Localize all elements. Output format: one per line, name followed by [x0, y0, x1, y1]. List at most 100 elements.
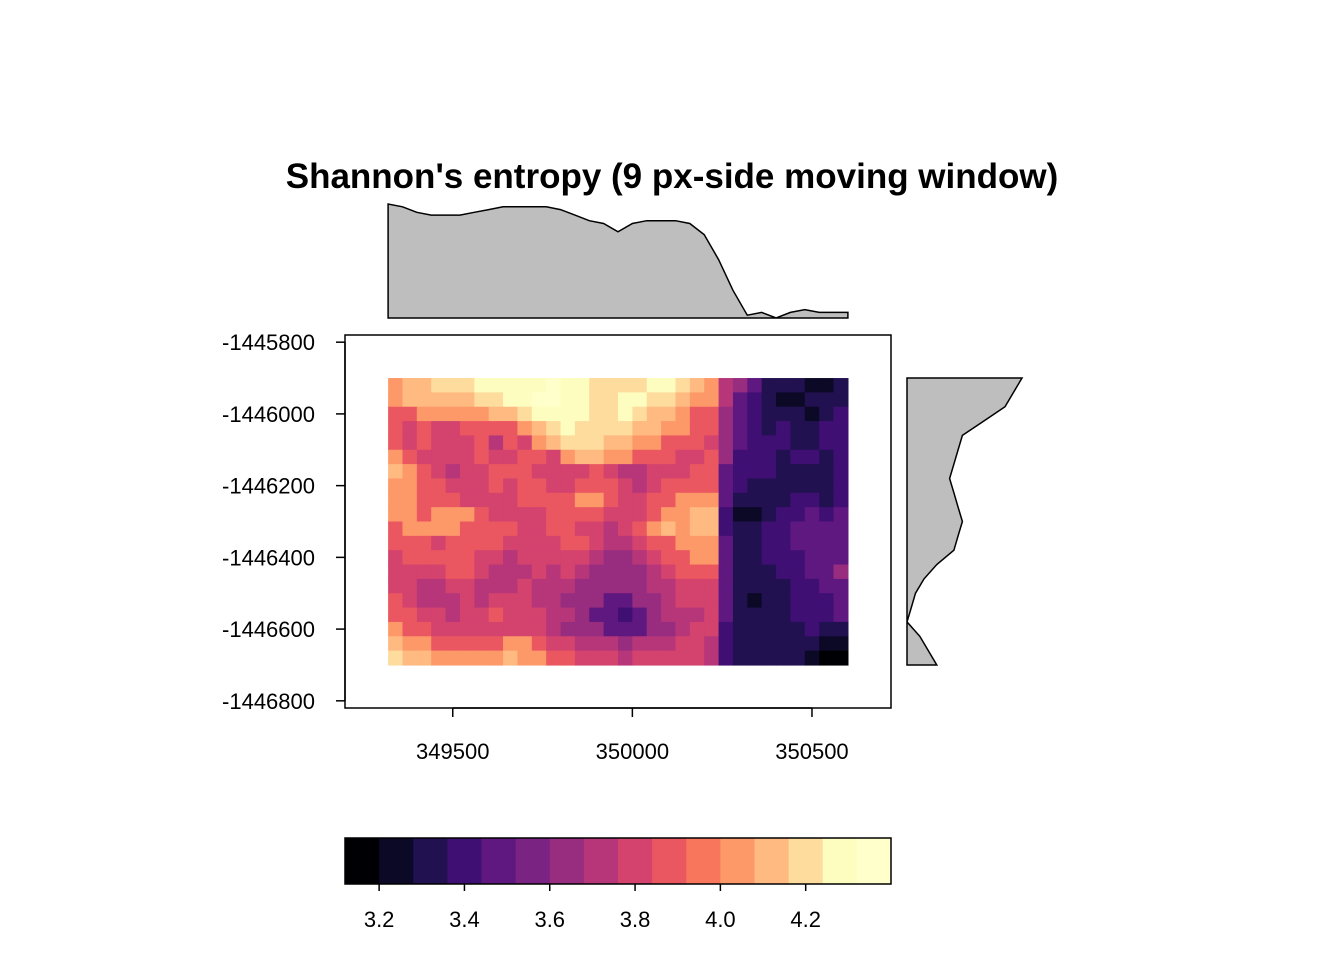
raster-cell	[445, 492, 461, 508]
raster-cell	[459, 607, 475, 623]
raster-cell	[574, 464, 590, 480]
raster-cell	[833, 406, 849, 422]
raster-cell	[402, 521, 418, 537]
raster-cell	[661, 593, 677, 609]
raster-cell	[503, 421, 519, 437]
raster-cell	[646, 621, 662, 637]
raster-cell	[776, 564, 792, 580]
raster-cell	[747, 392, 763, 408]
raster-cell	[718, 478, 734, 494]
raster-cell	[431, 478, 447, 494]
raster-cell	[459, 621, 475, 637]
raster-cell	[661, 521, 677, 537]
raster-cell	[646, 535, 662, 551]
raster-cell	[646, 478, 662, 494]
raster-cell	[589, 564, 605, 580]
legend-swatch	[856, 838, 892, 884]
raster-cell	[747, 478, 763, 494]
raster-cell	[675, 535, 691, 551]
raster-cell	[503, 621, 519, 637]
raster-cell	[747, 507, 763, 523]
raster-cell	[833, 464, 849, 480]
raster-cell	[603, 406, 619, 422]
raster-cell	[517, 650, 533, 666]
raster-cell	[445, 435, 461, 451]
raster-cell	[431, 378, 447, 393]
raster-cell	[402, 464, 418, 480]
raster-cell	[790, 392, 806, 408]
raster-cell	[603, 535, 619, 551]
raster-cell	[689, 478, 705, 494]
raster-cell	[804, 607, 820, 623]
legend-swatch	[754, 838, 790, 884]
raster-cell	[574, 578, 590, 594]
raster-cell	[445, 378, 461, 393]
raster-cell	[632, 392, 648, 408]
raster-cell	[646, 564, 662, 580]
raster-cell	[747, 593, 763, 609]
raster-cell	[431, 564, 447, 580]
raster-cell	[661, 650, 677, 666]
raster-cell	[718, 650, 734, 666]
raster-cell	[531, 578, 547, 594]
raster-cell	[445, 521, 461, 537]
raster-cell	[747, 449, 763, 465]
raster-cell	[819, 406, 835, 422]
raster-cell	[445, 564, 461, 580]
raster-cell	[689, 406, 705, 422]
legend-tick-label: 3.8	[620, 907, 651, 932]
raster-cell	[718, 521, 734, 537]
raster-cell	[790, 636, 806, 652]
raster-cell	[732, 464, 748, 480]
raster-cell	[431, 521, 447, 537]
raster-cell	[776, 535, 792, 551]
raster-cell	[589, 406, 605, 422]
raster-cell	[776, 507, 792, 523]
raster-cell	[761, 406, 777, 422]
raster-cell	[732, 435, 748, 451]
raster-cell	[761, 636, 777, 652]
raster-cell	[833, 478, 849, 494]
legend-tick-label: 3.2	[364, 907, 395, 932]
raster-cell	[402, 578, 418, 594]
y-tick-label: -1446000	[222, 402, 315, 427]
raster-cell	[603, 478, 619, 494]
raster-cell	[546, 449, 562, 465]
raster-cell	[675, 449, 691, 465]
raster-cell	[488, 435, 504, 451]
raster-cell	[632, 421, 648, 437]
raster-cell	[517, 564, 533, 580]
raster-cell	[445, 464, 461, 480]
raster-cell	[776, 435, 792, 451]
right-marginal-area	[906, 377, 1024, 666]
raster-cell	[388, 507, 404, 523]
raster-cell	[790, 593, 806, 609]
raster-cell	[646, 492, 662, 508]
raster-cell	[589, 550, 605, 566]
raster-cell	[517, 535, 533, 551]
raster-cell	[560, 435, 576, 451]
raster-cell	[574, 550, 590, 566]
raster-cell	[675, 478, 691, 494]
raster-cell	[503, 607, 519, 623]
raster-cell	[804, 392, 820, 408]
raster-cell	[517, 621, 533, 637]
raster-cell	[804, 449, 820, 465]
raster-cell	[747, 636, 763, 652]
raster-cell	[517, 421, 533, 437]
raster-cell	[459, 421, 475, 437]
raster-cell	[531, 406, 547, 422]
raster-cell	[517, 478, 533, 494]
raster-cell	[790, 650, 806, 666]
raster-cell	[804, 521, 820, 537]
raster-cell	[618, 521, 633, 537]
raster-cell	[833, 636, 849, 652]
raster-cell	[675, 578, 691, 594]
raster-cell	[574, 378, 590, 393]
raster-cell	[546, 564, 562, 580]
raster-cell	[560, 550, 576, 566]
raster-cell	[589, 478, 605, 494]
raster-cell	[503, 550, 519, 566]
raster-cell	[675, 564, 691, 580]
raster-cell	[718, 392, 734, 408]
